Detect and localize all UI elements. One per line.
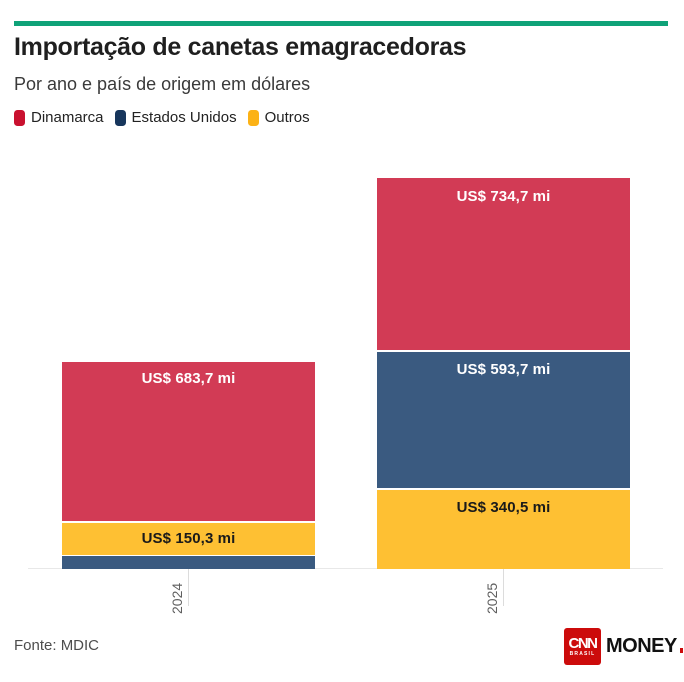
segment-value-label: US$ 340,5 mi — [456, 498, 551, 516]
x-axis-line — [28, 568, 663, 569]
legend-item-estados-unidos: Estados Unidos — [114, 109, 237, 126]
segment-2024-outros[interactable]: US$ 150,3 mi — [62, 522, 315, 555]
cnn-wordmark: CNN — [568, 635, 599, 652]
cnn-brasil-logo-icon: CNN BRASIL — [564, 628, 601, 665]
chart-title: Importação de canetas emagracedoras — [14, 33, 467, 61]
segment-value-label: US$ 683,7 mi — [141, 370, 236, 387]
x-axis-label-2024: 2024 — [169, 582, 185, 614]
legend-label-outros: Outros — [264, 109, 310, 126]
legend-swatch-outros-icon — [247, 109, 259, 126]
segment-value-label: US$ 593,7 mi — [456, 360, 551, 378]
x-axis-tick-2024 — [188, 569, 189, 606]
top-accent-rule — [14, 21, 668, 26]
brasil-wordmark: BRASIL — [569, 651, 596, 657]
legend-label-dinamarca: Dinamarca — [31, 109, 104, 126]
source-note: Fonte: MDIC — [14, 637, 100, 654]
segment-2025-outros[interactable]: US$ 340,5 mi — [377, 489, 630, 569]
cnn-money-logo: CNN BRASIL MONEY — [564, 628, 684, 665]
money-wordmark: MONEY — [606, 635, 677, 657]
legend-swatch-dinamarca-icon — [14, 109, 25, 126]
segment-value-label: US$ 150,3 mi — [141, 529, 236, 547]
segment-2025-dinamarca[interactable]: US$ 734,7 mi — [377, 178, 630, 350]
legend: Dinamarca Estados Unidos Outros — [14, 109, 310, 126]
segment-2024-dinamarca[interactable]: US$ 683,7 mi — [62, 362, 315, 521]
legend-label-estados-unidos: Estados Unidos — [131, 109, 237, 126]
legend-item-dinamarca: Dinamarca — [14, 109, 104, 126]
x-axis-label-2025: 2025 — [484, 582, 500, 614]
segment-2025-estados-unidos[interactable]: US$ 593,7 mi — [377, 351, 630, 488]
segment-value-label: US$ 734,7 mi — [456, 188, 551, 205]
x-axis-tick-2025 — [503, 569, 504, 606]
legend-item-outros: Outros — [247, 109, 310, 126]
mini-bar-chart-icon — [679, 640, 684, 653]
chart-subtitle: Por ano e país de origem em dólares — [14, 74, 311, 94]
segment-2024-estados-unidos[interactable] — [62, 556, 315, 569]
legend-swatch-estados-unidos-icon — [114, 109, 126, 126]
